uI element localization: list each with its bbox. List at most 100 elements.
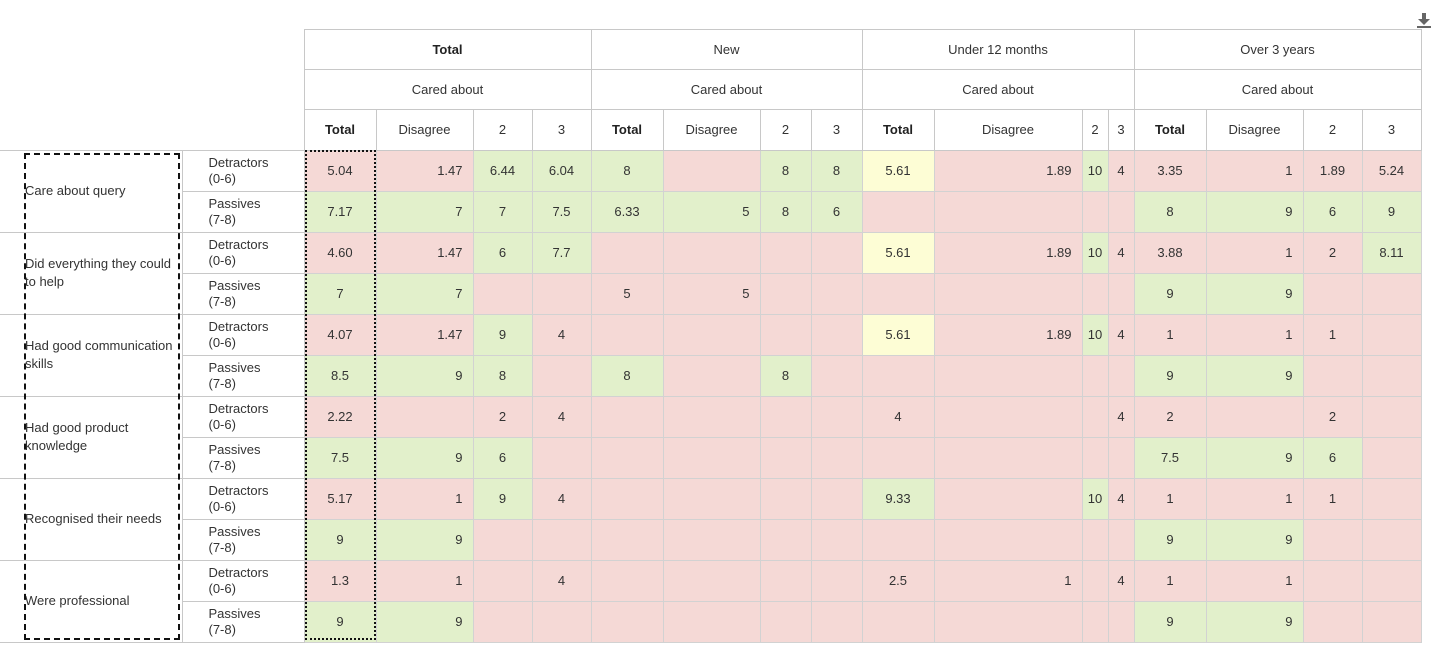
data-cell[interactable] <box>662 477 761 520</box>
data-cell[interactable]: 1.89 <box>933 149 1083 192</box>
data-cell[interactable] <box>531 436 592 479</box>
data-cell[interactable] <box>810 354 863 397</box>
data-cell[interactable] <box>1361 395 1422 438</box>
data-cell[interactable] <box>531 600 592 643</box>
data-cell[interactable] <box>810 272 863 315</box>
data-cell[interactable] <box>861 272 935 315</box>
respondent-type-label[interactable]: Passives (7-8) <box>181 518 305 561</box>
data-cell[interactable]: 4 <box>1107 477 1135 520</box>
column-header[interactable]: Disagree <box>933 108 1083 151</box>
subgroup-header[interactable]: Cared about <box>303 68 592 110</box>
data-cell[interactable] <box>861 518 935 561</box>
data-cell[interactable]: 2 <box>472 395 533 438</box>
data-cell[interactable] <box>933 518 1083 561</box>
data-cell[interactable]: 7.5 <box>1133 436 1207 479</box>
data-cell[interactable] <box>590 313 664 356</box>
data-cell[interactable]: 5.04 <box>303 149 377 192</box>
data-cell[interactable] <box>810 395 863 438</box>
data-cell[interactable] <box>662 436 761 479</box>
data-cell[interactable]: 7 <box>303 272 377 315</box>
respondent-type-label[interactable]: Detractors (0-6) <box>181 477 305 520</box>
data-cell[interactable]: 9.33 <box>861 477 935 520</box>
data-cell[interactable] <box>531 272 592 315</box>
data-cell[interactable] <box>1361 600 1422 643</box>
subgroup-header[interactable]: Cared about <box>1133 68 1422 110</box>
data-cell[interactable]: 2.22 <box>303 395 377 438</box>
data-cell[interactable]: 1 <box>375 559 474 602</box>
respondent-type-label[interactable]: Detractors (0-6) <box>181 395 305 438</box>
column-header[interactable]: Disagree <box>1205 108 1304 151</box>
data-cell[interactable]: 1 <box>1133 313 1207 356</box>
data-cell[interactable]: 4 <box>531 477 592 520</box>
data-cell[interactable] <box>1361 518 1422 561</box>
data-cell[interactable]: 4 <box>531 559 592 602</box>
data-cell[interactable] <box>759 559 812 602</box>
data-cell[interactable]: 8 <box>472 354 533 397</box>
data-cell[interactable] <box>590 231 664 274</box>
data-cell[interactable]: 9 <box>1133 272 1207 315</box>
data-cell[interactable]: 1 <box>1205 149 1304 192</box>
data-cell[interactable]: 8 <box>590 149 664 192</box>
data-cell[interactable]: 8 <box>759 190 812 233</box>
data-cell[interactable]: 6.33 <box>590 190 664 233</box>
data-cell[interactable] <box>590 518 664 561</box>
category-label[interactable]: Care about query <box>0 149 182 233</box>
data-cell[interactable]: 7.5 <box>531 190 592 233</box>
data-cell[interactable]: 8.5 <box>303 354 377 397</box>
data-cell[interactable]: 2 <box>1302 395 1363 438</box>
data-cell[interactable]: 6 <box>472 436 533 479</box>
data-cell[interactable] <box>1361 272 1422 315</box>
data-cell[interactable] <box>861 600 935 643</box>
data-cell[interactable]: 4 <box>1107 149 1135 192</box>
data-cell[interactable] <box>1081 190 1109 233</box>
column-header[interactable]: Total <box>303 108 377 151</box>
data-cell[interactable] <box>933 354 1083 397</box>
data-cell[interactable]: 8 <box>759 149 812 192</box>
group-header[interactable]: Over 3 years <box>1133 28 1422 70</box>
column-header[interactable]: 3 <box>810 108 863 151</box>
data-cell[interactable] <box>375 395 474 438</box>
data-cell[interactable] <box>759 395 812 438</box>
data-cell[interactable] <box>662 600 761 643</box>
data-cell[interactable]: 5 <box>662 272 761 315</box>
data-cell[interactable] <box>1302 518 1363 561</box>
data-cell[interactable]: 1 <box>1205 231 1304 274</box>
data-cell[interactable] <box>1205 395 1304 438</box>
data-cell[interactable] <box>472 272 533 315</box>
respondent-type-label[interactable]: Detractors (0-6) <box>181 149 305 192</box>
data-cell[interactable]: 1 <box>1133 477 1207 520</box>
data-cell[interactable] <box>472 518 533 561</box>
data-cell[interactable] <box>531 354 592 397</box>
data-cell[interactable]: 2 <box>1302 231 1363 274</box>
data-cell[interactable] <box>933 272 1083 315</box>
data-cell[interactable] <box>933 190 1083 233</box>
data-cell[interactable]: 1.89 <box>1302 149 1363 192</box>
respondent-type-label[interactable]: Passives (7-8) <box>181 354 305 397</box>
group-header[interactable]: Under 12 months <box>861 28 1135 70</box>
category-label[interactable]: Had good communication skills <box>0 313 182 397</box>
data-cell[interactable] <box>662 149 761 192</box>
data-cell[interactable] <box>759 477 812 520</box>
column-header[interactable]: 3 <box>1361 108 1422 151</box>
data-cell[interactable]: 10 <box>1081 149 1109 192</box>
data-cell[interactable]: 5 <box>662 190 761 233</box>
data-cell[interactable] <box>1302 272 1363 315</box>
column-header[interactable]: Total <box>590 108 664 151</box>
data-cell[interactable]: 4.60 <box>303 231 377 274</box>
respondent-type-label[interactable]: Passives (7-8) <box>181 600 305 643</box>
data-cell[interactable]: 9 <box>1205 272 1304 315</box>
data-cell[interactable] <box>1302 559 1363 602</box>
data-cell[interactable] <box>759 272 812 315</box>
data-cell[interactable] <box>590 395 664 438</box>
data-cell[interactable] <box>662 231 761 274</box>
data-cell[interactable]: 4 <box>1107 559 1135 602</box>
data-cell[interactable]: 4 <box>1107 231 1135 274</box>
data-cell[interactable] <box>810 518 863 561</box>
data-cell[interactable]: 8 <box>810 149 863 192</box>
data-cell[interactable]: 9 <box>1133 518 1207 561</box>
data-cell[interactable] <box>662 518 761 561</box>
data-cell[interactable] <box>810 231 863 274</box>
data-cell[interactable]: 6.44 <box>472 149 533 192</box>
data-cell[interactable]: 1 <box>375 477 474 520</box>
data-cell[interactable]: 1 <box>1302 477 1363 520</box>
